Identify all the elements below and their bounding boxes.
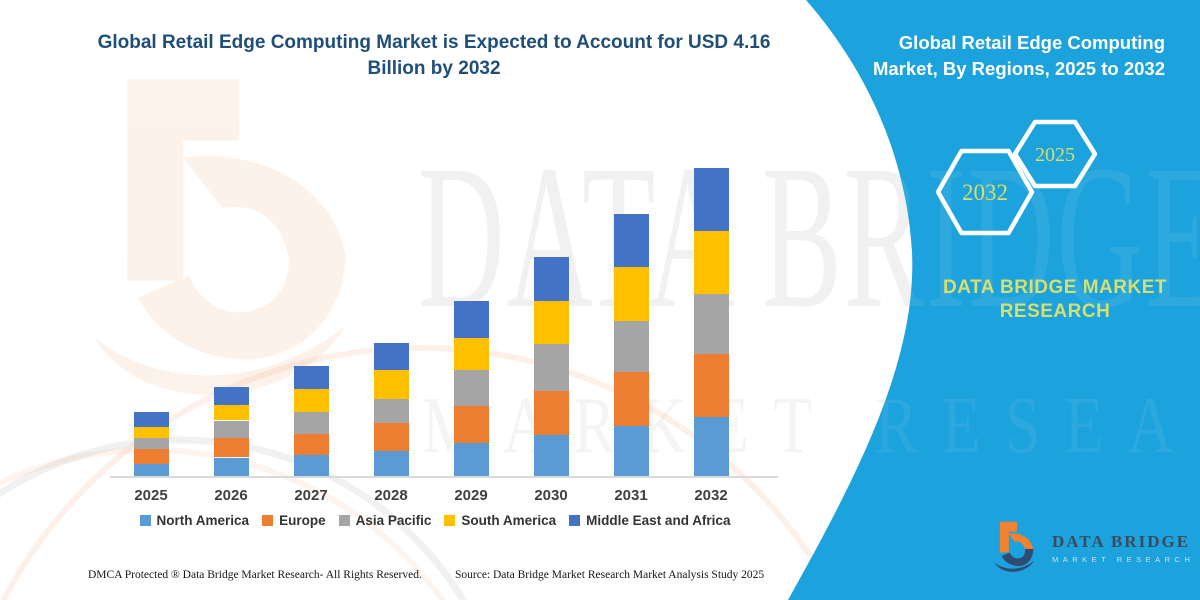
hexagon-badges: 2032 2025 (935, 119, 1098, 236)
brand-text-line1: DATA BRIDGE MARKET (943, 277, 1167, 298)
logo-subtitle: MARKET RESEARCH (1052, 555, 1195, 564)
bar-segment-2027-middle-east-and-africa (293, 366, 329, 390)
logo-name: DATA BRIDGE (1052, 532, 1191, 551)
bar-segment-2025-asia-pacific (133, 437, 169, 449)
bar-segment-2027-north-america (293, 455, 329, 476)
bar-segment-2027-south-america (293, 389, 329, 412)
bar-segment-2028-south-america (373, 370, 409, 400)
bar-segment-2028-north-america (373, 450, 409, 476)
x-axis-label-2025: 2025 (134, 487, 168, 504)
page-title-line1: Global Retail Edge Computing Market is E… (97, 32, 771, 53)
footer-source: Source: Data Bridge Market Research Mark… (455, 569, 765, 581)
legend-swatch-icon (569, 515, 581, 526)
x-axis-label-2028: 2028 (374, 487, 408, 504)
bar-segment-2026-middle-east-and-africa (213, 387, 249, 405)
bar-segment-2027-europe (293, 433, 329, 456)
bar-segment-2029-north-america (453, 442, 489, 476)
x-axis-line (110, 476, 778, 478)
bar-segment-2029-middle-east-and-africa (453, 301, 489, 338)
bar-segment-2029-south-america (453, 337, 489, 371)
bar-segment-2026-europe (213, 438, 249, 458)
legend-item-asia-pacific: Asia Pacific (338, 513, 432, 528)
legend-item-south-america: South America (444, 513, 556, 528)
legend-item-middle-east-and-africa: Middle East and Africa (569, 513, 730, 528)
bar-segment-2030-south-america (533, 301, 569, 345)
brand-text-line2: RESEARCH (999, 301, 1111, 322)
bar-segment-2030-europe (533, 390, 569, 436)
bar-segment-2032-middle-east-and-africa (693, 168, 729, 232)
legend-label: Middle East and Africa (586, 513, 731, 528)
bar-segment-2030-asia-pacific (533, 344, 569, 391)
legend-label: North America (156, 513, 250, 528)
bar-segment-2030-middle-east-and-africa (533, 256, 569, 302)
panel-heading: Global Retail Edge Computing Market, By … (843, 30, 1165, 82)
x-axis-label-2029: 2029 (454, 487, 488, 504)
b-logo-icon (994, 521, 1035, 572)
x-axis-label-2030: 2030 (534, 487, 568, 504)
hexagon-2032-label: 2032 (962, 180, 1008, 205)
legend-swatch-icon (338, 515, 350, 526)
bar-segment-2026-south-america (213, 404, 249, 421)
hexagon-2025-label: 2025 (1035, 144, 1075, 166)
bar-segment-2026-north-america (213, 457, 249, 476)
bar-segment-2025-middle-east-and-africa (133, 411, 169, 428)
bar-segment-2032-north-america (693, 416, 729, 476)
x-axis-label-2026: 2026 (214, 487, 248, 504)
side-panel-shape (788, 0, 1200, 600)
bar-segment-2031-europe (613, 371, 649, 426)
stacked-bar-chart: 2025 2026 2027 2028 2029 2030 2031 2032 North A… (95, 168, 778, 528)
swoosh-arc-gray (0, 436, 467, 600)
bar-segment-2031-south-america (613, 266, 649, 321)
bar-segment-2025-south-america (133, 427, 169, 438)
bar-segment-2025-north-america (133, 464, 169, 476)
bar-segment-2027-asia-pacific (293, 411, 329, 434)
bar-segment-2031-middle-east-and-africa (613, 214, 649, 267)
legend-swatch-icon (139, 515, 151, 526)
bar-segment-2030-north-america (533, 435, 569, 476)
bar-segment-2032-south-america (693, 231, 729, 294)
bar-segment-2032-europe (693, 353, 729, 417)
legend-item-europe: Europe (262, 513, 326, 528)
bar-segment-2026-asia-pacific (213, 420, 249, 439)
x-axis-label-2027: 2027 (294, 487, 328, 504)
bar-segment-2031-asia-pacific (613, 320, 649, 372)
legend-label: South America (461, 513, 557, 528)
chart-legend: North America Europe Asia Pacific South Ame… (95, 513, 775, 528)
legend-swatch-icon (444, 515, 456, 526)
bar-segment-2025-europe (133, 448, 169, 465)
bar-segment-2032-asia-pacific (693, 293, 729, 354)
bar-segment-2028-asia-pacific (373, 399, 409, 424)
legend-label: Asia Pacific (355, 513, 432, 528)
page-title-line2: Billion by 2032 (367, 58, 501, 79)
company-logo: DATA BRIDGE MARKET RESEARCH (992, 520, 1192, 584)
legend-item-north-america: North America (139, 513, 250, 528)
x-axis-label-2031: 2031 (614, 487, 648, 504)
panel-heading-line1: Global Retail Edge Computing (898, 32, 1165, 53)
brand-text: DATA BRIDGE MARKET RESEARCH (935, 276, 1175, 324)
bar-segment-2028-middle-east-and-africa (373, 342, 409, 371)
hexagon-2032 (935, 148, 1035, 236)
bar-segment-2031-north-america (613, 425, 649, 476)
legend-swatch-icon (262, 515, 274, 526)
bar-segment-2029-europe (453, 405, 489, 443)
panel-heading-line2: Market, By Regions, 2025 to 2032 (872, 58, 1165, 79)
bar-segment-2028-europe (373, 423, 409, 451)
swoosh-arc-peach (0, 345, 840, 600)
b-logo-watermark (93, 79, 346, 395)
x-axis-label-2032: 2032 (694, 487, 728, 504)
legend-label: Europe (279, 513, 326, 528)
footer-copyright: DMCA Protected ® Data Bridge Market Rese… (88, 569, 422, 581)
hexagon-2025 (1012, 119, 1098, 189)
bar-segment-2029-asia-pacific (453, 370, 489, 406)
page-title: Global Retail Edge Computing Market is E… (88, 30, 780, 82)
